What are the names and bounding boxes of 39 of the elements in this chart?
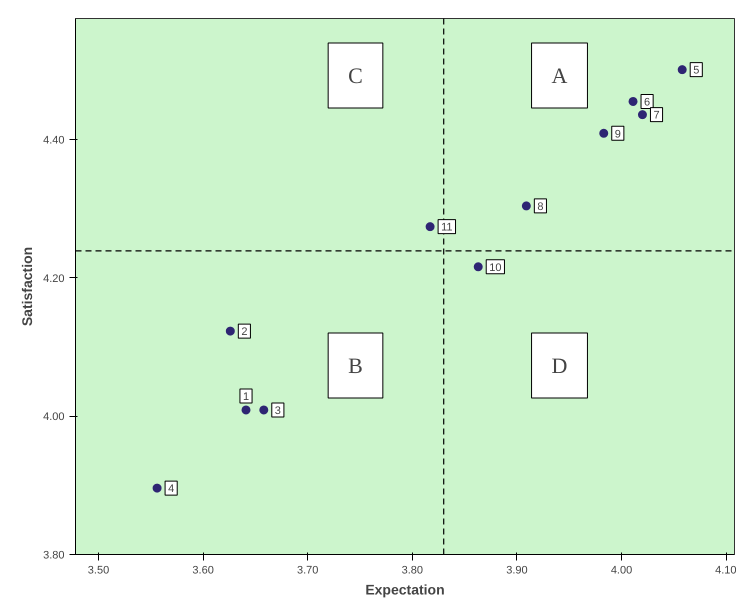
annotation: 6 — [644, 96, 650, 108]
annotation: 1 — [242, 390, 250, 403]
annotation: 10 — [489, 262, 502, 274]
annotation: 7 — [653, 110, 660, 122]
point — [678, 65, 687, 74]
x-axis-title: Expectation — [365, 582, 445, 598]
annotation: C — [348, 63, 363, 88]
y-axis-title: Satisfaction — [19, 246, 36, 326]
annotation: D — [552, 353, 568, 378]
y-tick-label: 4.40 — [43, 134, 65, 147]
x-tick-label: 3.90 — [506, 564, 528, 576]
point — [226, 326, 235, 336]
point — [522, 201, 531, 210]
annotation: 8 — [537, 200, 544, 213]
x-tick-label: 3.70 — [297, 564, 318, 576]
x-tick-label: 4.10 — [715, 564, 736, 576]
annotation: 2 — [241, 326, 248, 338]
point — [242, 405, 251, 414]
annotation: B — [348, 353, 363, 378]
annotation: A — [552, 63, 568, 88]
point — [474, 262, 483, 272]
point — [638, 110, 647, 120]
y-tick-label: 4.20 — [43, 272, 65, 285]
y-tick-label: 3.80 — [43, 550, 65, 562]
point — [259, 405, 268, 414]
annotation: 5 — [693, 64, 700, 77]
point — [426, 222, 435, 232]
annotation: 11 — [441, 222, 453, 234]
x-tick-label: 3.60 — [192, 564, 214, 576]
point — [599, 128, 608, 138]
y-tick-label: 4.00 — [43, 411, 65, 424]
x-tick-label: 3.80 — [402, 564, 424, 576]
annotation: 9 — [614, 128, 621, 140]
x-tick-label: 3.50 — [88, 564, 110, 576]
point — [628, 97, 638, 106]
annotation: 3 — [274, 404, 281, 417]
point — [152, 484, 162, 493]
annotation: 4 — [168, 483, 174, 496]
x-tick-label: 4.00 — [610, 564, 632, 576]
